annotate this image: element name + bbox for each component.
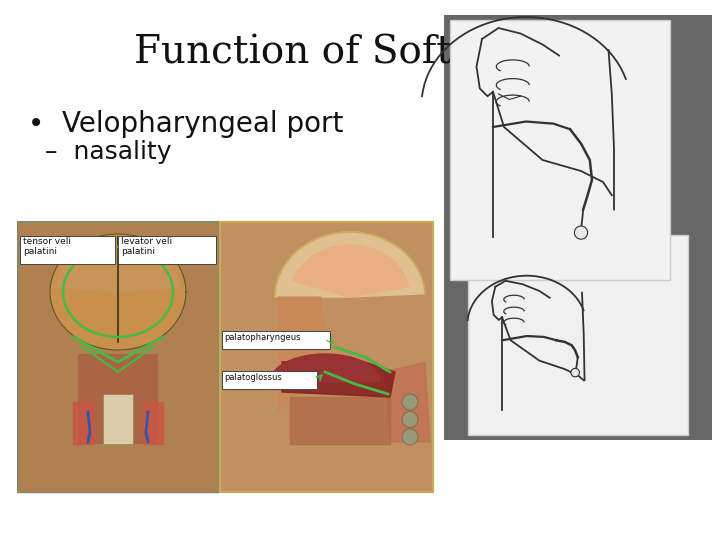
Text: tensor veli
palatini: tensor veli palatini	[23, 237, 71, 256]
Circle shape	[402, 394, 418, 410]
Text: palatoglossus: palatoglossus	[224, 373, 282, 382]
Text: palatopharyngeus: palatopharyngeus	[224, 333, 300, 342]
Circle shape	[402, 411, 418, 428]
Polygon shape	[143, 402, 163, 444]
Polygon shape	[290, 397, 390, 444]
Circle shape	[575, 226, 588, 239]
Polygon shape	[50, 234, 186, 350]
Polygon shape	[282, 357, 395, 397]
Bar	[18, 222, 433, 492]
Bar	[20, 236, 115, 264]
Polygon shape	[56, 242, 180, 292]
Text: –  nasality: – nasality	[45, 140, 171, 164]
Bar	[450, 20, 670, 280]
Polygon shape	[385, 362, 430, 442]
Bar	[222, 371, 317, 389]
Bar	[118, 236, 216, 264]
Bar	[78, 354, 158, 444]
Text: •  Velopharyngeal port: • Velopharyngeal port	[28, 110, 343, 138]
Circle shape	[402, 429, 418, 445]
Polygon shape	[73, 402, 93, 444]
Polygon shape	[293, 245, 409, 297]
Polygon shape	[275, 232, 425, 297]
Circle shape	[571, 368, 580, 377]
Bar	[222, 331, 330, 349]
Bar	[220, 222, 433, 492]
Text: levator veli
palatini: levator veli palatini	[121, 237, 172, 256]
Polygon shape	[278, 297, 325, 412]
Bar	[18, 222, 218, 492]
Text: Function of Soft Palate: Function of Soft Palate	[134, 35, 586, 72]
Polygon shape	[270, 354, 380, 382]
Bar	[468, 235, 688, 435]
Bar	[444, 15, 712, 440]
Bar	[103, 394, 133, 444]
